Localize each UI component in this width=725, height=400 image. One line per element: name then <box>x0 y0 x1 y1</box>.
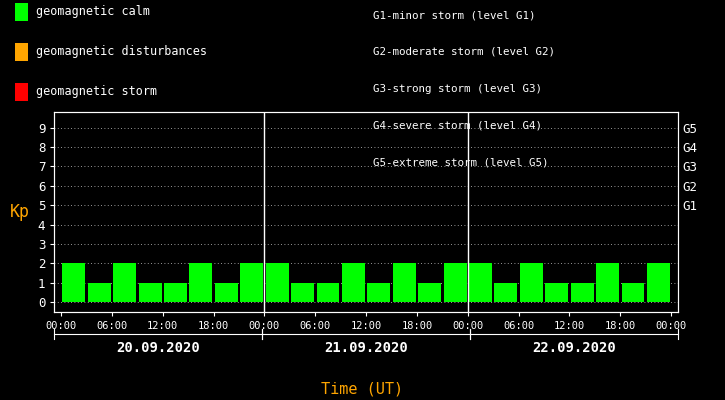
Bar <box>494 283 518 302</box>
Text: geomagnetic disturbances: geomagnetic disturbances <box>36 46 207 58</box>
Text: G1-minor storm (level G1): G1-minor storm (level G1) <box>373 10 536 20</box>
Bar <box>342 264 365 302</box>
Bar <box>469 264 492 302</box>
Bar <box>240 264 263 302</box>
Bar <box>368 283 390 302</box>
Text: 20.09.2020: 20.09.2020 <box>117 341 200 355</box>
Text: G2-moderate storm (level G2): G2-moderate storm (level G2) <box>373 47 555 57</box>
Text: 21.09.2020: 21.09.2020 <box>324 341 408 355</box>
Text: G3-strong storm (level G3): G3-strong storm (level G3) <box>373 84 542 94</box>
Text: geomagnetic calm: geomagnetic calm <box>36 6 150 18</box>
Bar <box>138 283 162 302</box>
Text: G5-extreme storm (level G5): G5-extreme storm (level G5) <box>373 157 549 167</box>
Bar <box>647 264 670 302</box>
Bar <box>266 264 289 302</box>
Text: geomagnetic storm: geomagnetic storm <box>36 86 157 98</box>
Bar <box>291 283 314 302</box>
Bar <box>215 283 238 302</box>
Text: 22.09.2020: 22.09.2020 <box>532 341 616 355</box>
Bar <box>62 264 86 302</box>
Bar <box>444 264 466 302</box>
Bar <box>596 264 619 302</box>
Bar <box>189 264 212 302</box>
Bar <box>571 283 594 302</box>
Text: Kp: Kp <box>10 203 30 221</box>
Bar <box>164 283 187 302</box>
Text: Time (UT): Time (UT) <box>321 381 404 396</box>
Bar <box>113 264 136 302</box>
Bar <box>621 283 645 302</box>
Bar <box>545 283 568 302</box>
Bar <box>317 283 339 302</box>
Text: G4-severe storm (level G4): G4-severe storm (level G4) <box>373 120 542 130</box>
Bar <box>418 283 441 302</box>
Bar <box>520 264 543 302</box>
Bar <box>88 283 111 302</box>
Bar <box>393 264 415 302</box>
